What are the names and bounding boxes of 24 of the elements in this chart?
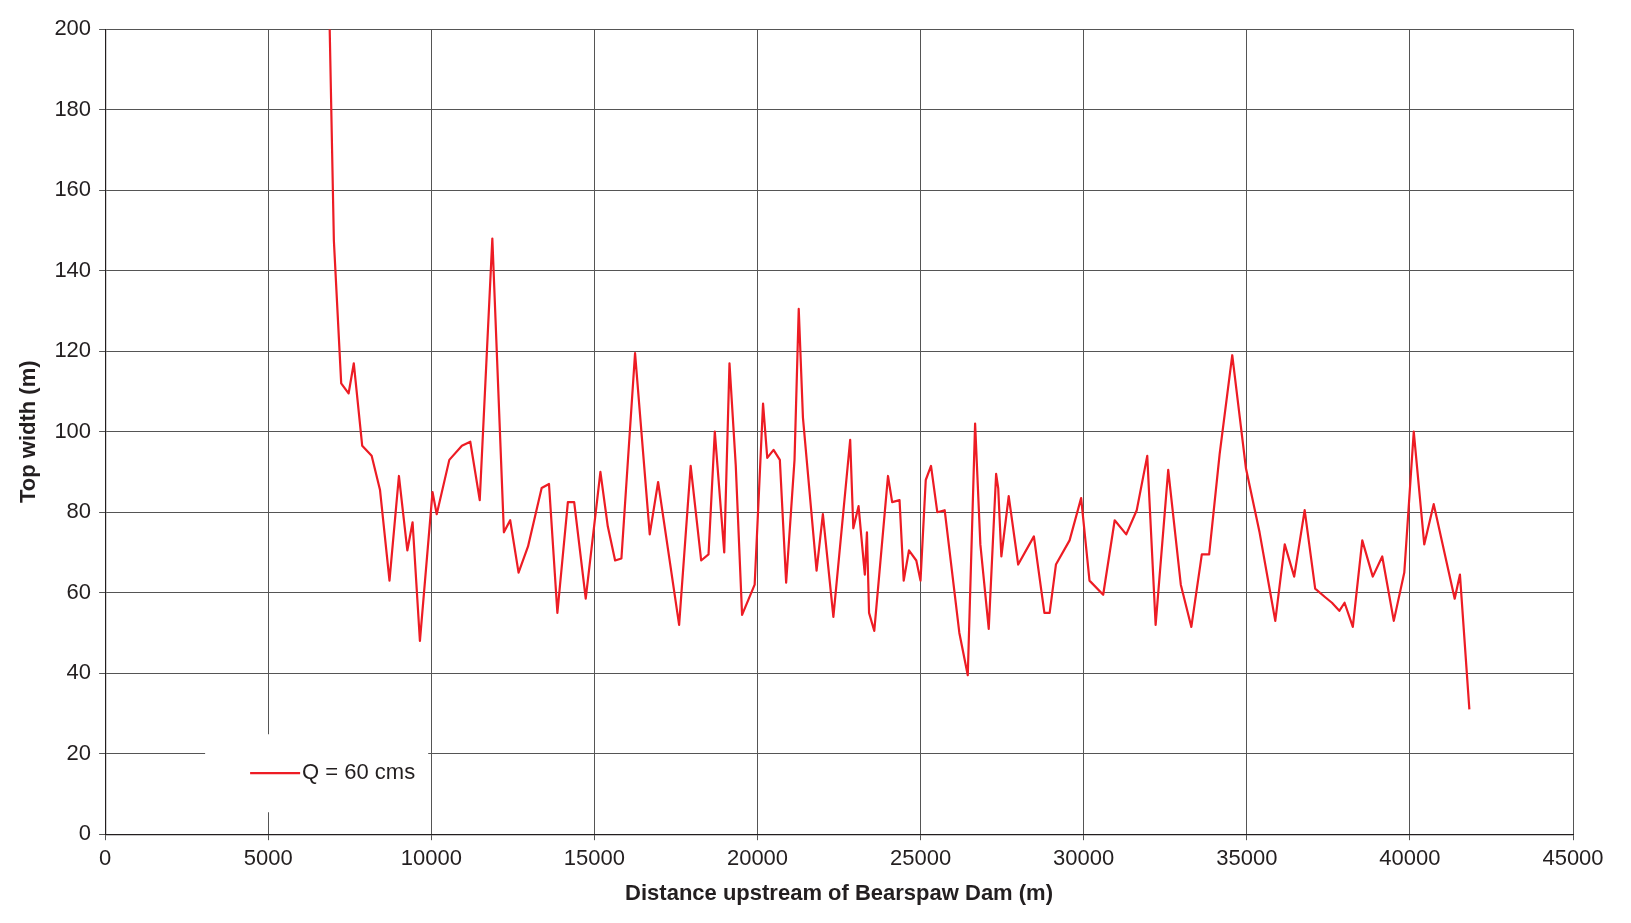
y-tick-label: 80	[66, 498, 92, 524]
y-tick-label: 200	[54, 15, 92, 41]
y-tick-label: 100	[54, 417, 92, 443]
x-tick-label: 45000	[1542, 845, 1604, 871]
x-tick-label: 40000	[1379, 845, 1441, 871]
y-tick-label: 60	[66, 578, 92, 604]
legend-label: Q = 60 cms	[302, 759, 416, 785]
y-tick-label: 0	[78, 820, 92, 846]
x-tick-label: 35000	[1216, 845, 1278, 871]
x-axis-title: Distance upstream of Bearspaw Dam (m)	[625, 879, 1054, 905]
x-tick-label: 5000	[243, 845, 293, 871]
x-tick-label: 25000	[890, 845, 952, 871]
y-tick-label: 160	[54, 176, 92, 202]
y-tick-label: 180	[54, 95, 92, 121]
y-tick-label: 40	[66, 659, 92, 685]
x-tick-label: 10000	[400, 845, 462, 871]
y-axis-title: Top width (m)	[15, 360, 41, 503]
y-tick-label: 140	[54, 256, 92, 282]
x-tick-label: 0	[98, 845, 112, 871]
y-tick-label: 20	[66, 739, 92, 765]
x-tick-label: 20000	[726, 845, 789, 871]
x-tick-label: 30000	[1053, 845, 1115, 871]
y-tick-label: 120	[54, 337, 92, 363]
x-tick-label: 15000	[563, 845, 625, 871]
